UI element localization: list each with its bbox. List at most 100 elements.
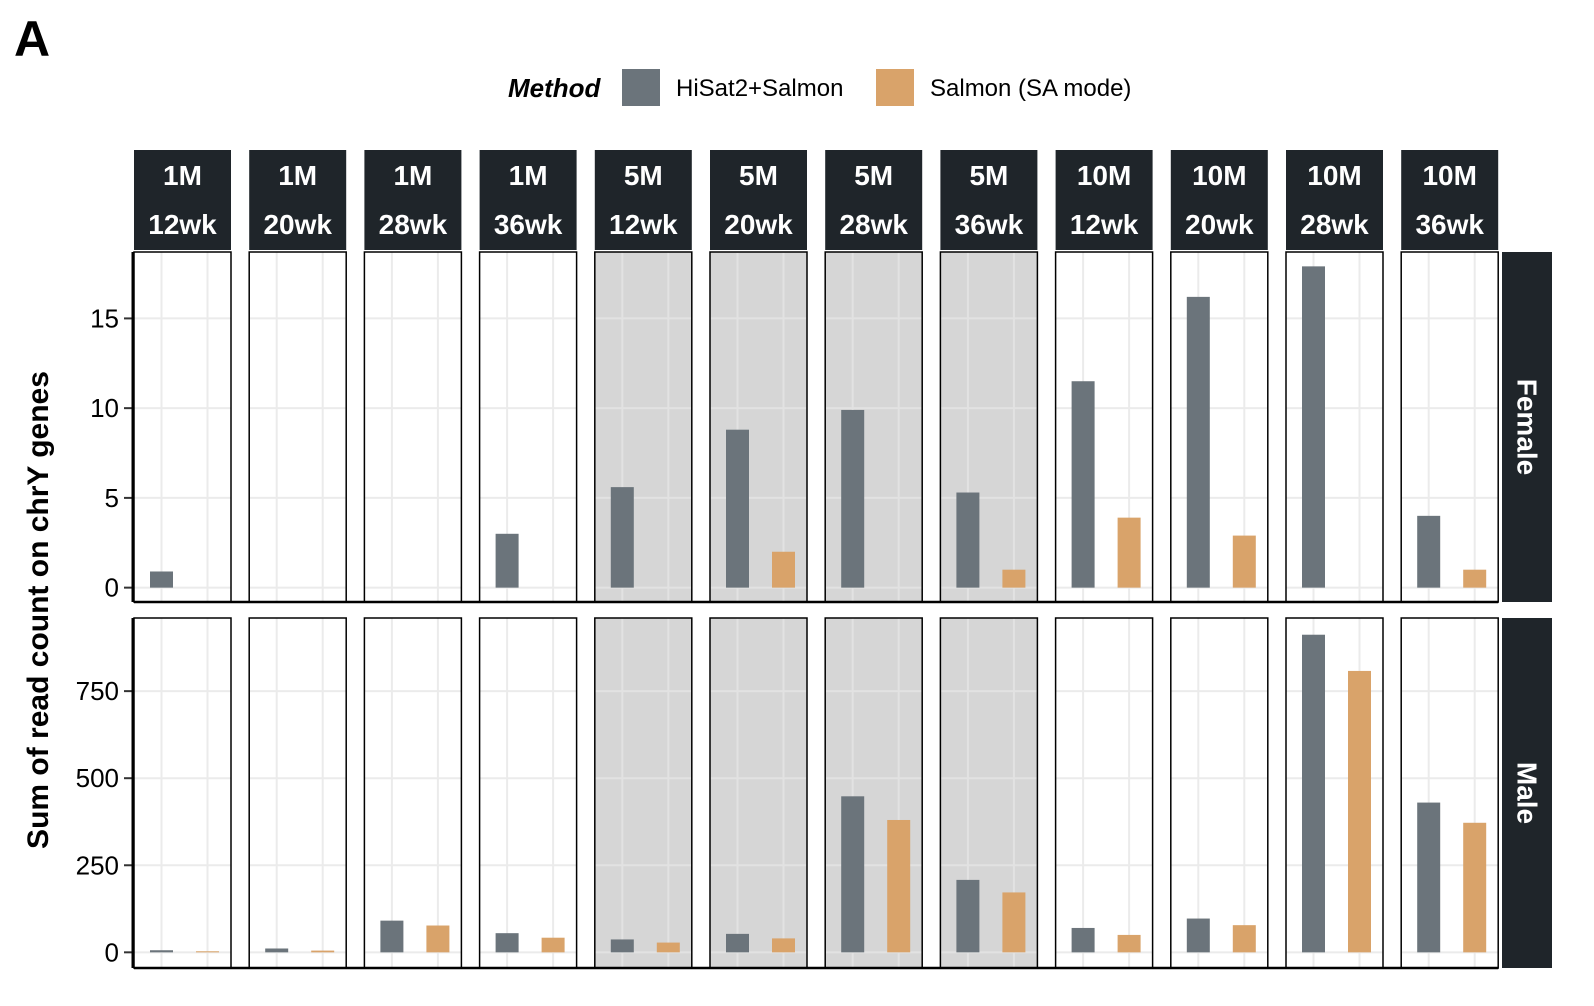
panel-background — [594, 252, 692, 602]
column-strip — [1286, 150, 1383, 250]
row-strip — [1502, 252, 1552, 602]
panel-background — [364, 252, 462, 602]
bar-hisat2-salmon — [495, 533, 519, 588]
bar-hisat2-salmon — [1186, 918, 1210, 953]
column-strip — [825, 150, 923, 250]
legend-swatch-hisat — [622, 69, 660, 106]
column-strip-label-line1: 10M — [1307, 160, 1361, 191]
y-tick-label: 15 — [90, 303, 119, 333]
bar-hisat2-salmon — [726, 429, 749, 588]
column-strip-label-line2: 36wk — [494, 209, 563, 240]
bar-salmon-sa-mode — [196, 951, 219, 953]
bar-salmon-sa-mode — [541, 937, 565, 953]
panel-background — [134, 618, 231, 968]
column-strip-label-line2: 28wk — [839, 209, 908, 240]
bar-hisat2-salmon — [956, 492, 980, 588]
bar-hisat2-salmon — [150, 950, 173, 953]
panel-background — [1401, 252, 1499, 602]
panel-background — [479, 618, 577, 968]
column-strip — [364, 150, 462, 250]
panel-background — [364, 618, 462, 968]
column-strip-label-line1: 1M — [163, 160, 202, 191]
legend: Method HiSat2+Salmon Salmon (SA mode) — [508, 69, 1131, 106]
panel-letter: A — [14, 11, 50, 67]
panel-background — [134, 252, 231, 602]
legend-label-salmon: Salmon (SA mode) — [930, 75, 1131, 102]
column-strip-label-line2: 12wk — [148, 209, 217, 240]
row-strip-label: Female — [1512, 379, 1543, 476]
bar-salmon-sa-mode — [656, 942, 680, 953]
bar-hisat2-salmon — [495, 933, 519, 953]
legend-label-hisat: HiSat2+Salmon — [676, 75, 843, 102]
legend-swatch-salmon — [876, 69, 914, 106]
bar-salmon-sa-mode — [426, 925, 450, 953]
panel-background — [479, 252, 577, 602]
panel-background — [249, 618, 347, 968]
panel-background — [710, 252, 807, 602]
bar-hisat2-salmon — [841, 796, 865, 953]
column-strip-label-line1: 10M — [1422, 160, 1476, 191]
bar-hisat2-salmon — [956, 879, 980, 953]
bar-salmon-sa-mode — [1002, 892, 1026, 953]
column-strip — [710, 150, 807, 250]
bar-hisat2-salmon — [1417, 515, 1441, 588]
bar-salmon-sa-mode — [887, 819, 911, 953]
column-strip — [1170, 150, 1268, 250]
bar-salmon-sa-mode — [772, 938, 795, 953]
y-tick-label: 0 — [105, 573, 119, 603]
column-strip-label-line1: 5M — [624, 160, 663, 191]
column-strip — [249, 150, 347, 250]
legend-title: Method — [508, 73, 602, 103]
bar-salmon-sa-mode — [1463, 822, 1487, 953]
bar-hisat2-salmon — [841, 409, 865, 588]
bar-hisat2-salmon — [1071, 927, 1095, 953]
panel-background — [940, 252, 1038, 602]
bar-salmon-sa-mode — [1232, 925, 1256, 953]
column-strip-label-line2: 36wk — [955, 209, 1024, 240]
y-tick-label: 10 — [90, 393, 119, 423]
column-strip-label-line2: 20wk — [1185, 209, 1254, 240]
column-strip — [1401, 150, 1499, 250]
bar-hisat2-salmon — [380, 920, 404, 953]
bar-hisat2-salmon — [1302, 266, 1325, 588]
bar-salmon-sa-mode — [1002, 569, 1026, 588]
column-strip-label-line2: 20wk — [724, 209, 793, 240]
bar-salmon-sa-mode — [1232, 535, 1256, 588]
bar-salmon-sa-mode — [772, 551, 795, 588]
column-strip — [940, 150, 1038, 250]
bar-salmon-sa-mode — [1463, 569, 1487, 588]
bar-hisat2-salmon — [265, 948, 289, 953]
y-tick-label: 5 — [105, 483, 119, 513]
bar-hisat2-salmon — [150, 571, 173, 588]
panel-background — [249, 252, 347, 602]
bar-hisat2-salmon — [610, 939, 634, 953]
column-strip-label-line1: 1M — [278, 160, 317, 191]
column-strip — [1055, 150, 1153, 250]
y-tick-label: 0 — [105, 937, 119, 967]
column-strip — [479, 150, 577, 250]
column-strip-label-line2: 28wk — [379, 209, 448, 240]
column-strip-label-line1: 5M — [739, 160, 778, 191]
column-strip-label-line1: 5M — [854, 160, 893, 191]
y-tick-label: 250 — [76, 850, 119, 880]
bar-salmon-sa-mode — [311, 950, 335, 953]
column-strip-label-line2: 20wk — [263, 209, 332, 240]
panel-background — [825, 252, 923, 602]
y-tick-label: 750 — [76, 676, 119, 706]
bar-salmon-sa-mode — [1117, 934, 1141, 953]
column-strip-label-line1: 10M — [1077, 160, 1131, 191]
panel-background — [1055, 618, 1153, 968]
bar-salmon-sa-mode — [1348, 670, 1371, 953]
row-strip-label: Male — [1512, 762, 1543, 824]
y-axis-label: Sum of read count on chrY genes — [22, 371, 55, 849]
y-tick-label: 500 — [76, 763, 119, 793]
bar-hisat2-salmon — [1302, 634, 1325, 953]
bar-hisat2-salmon — [1071, 381, 1095, 588]
column-strip-label-line1: 1M — [509, 160, 548, 191]
bar-hisat2-salmon — [610, 487, 634, 588]
column-strip-label-line2: 12wk — [1070, 209, 1139, 240]
bar-salmon-sa-mode — [1117, 517, 1141, 588]
column-strip — [594, 150, 692, 250]
column-strip-label-line2: 28wk — [1300, 209, 1369, 240]
